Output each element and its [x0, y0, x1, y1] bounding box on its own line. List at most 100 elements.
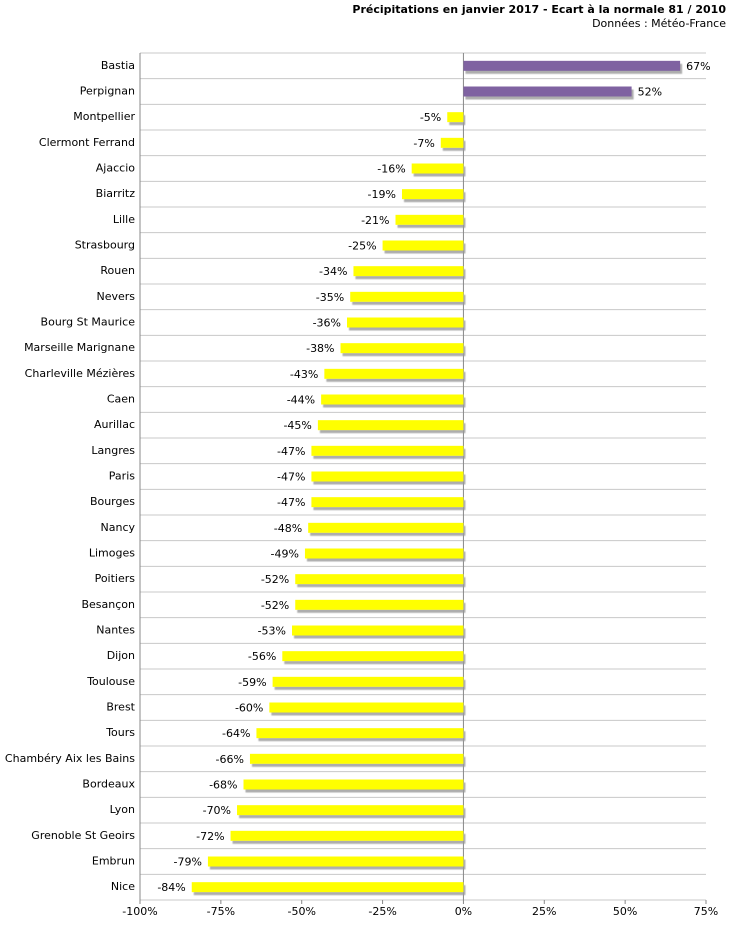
- value-label: -47%: [277, 471, 305, 484]
- bar: [295, 599, 464, 610]
- value-label: -19%: [368, 188, 396, 201]
- value-label: -60%: [235, 702, 263, 715]
- value-label: -72%: [196, 830, 224, 843]
- x-tick-label: -50%: [288, 905, 316, 918]
- bar: [191, 882, 464, 893]
- bar: [230, 830, 464, 841]
- bar: [346, 317, 464, 328]
- value-label: -84%: [157, 881, 185, 894]
- value-label: -35%: [316, 291, 344, 304]
- bar: [395, 214, 464, 225]
- category-label: Lille: [113, 213, 135, 226]
- bar: [269, 702, 464, 713]
- category-label: Caen: [107, 393, 135, 406]
- bar: [249, 753, 464, 764]
- value-label: -48%: [274, 522, 302, 535]
- value-label: -59%: [238, 676, 266, 689]
- value-label: -64%: [222, 727, 250, 740]
- value-label: -25%: [348, 240, 376, 253]
- category-label: Dijon: [107, 649, 135, 662]
- bar: [463, 86, 632, 97]
- bar: [382, 240, 464, 251]
- bar: [304, 548, 464, 559]
- category-label: Limoges: [89, 547, 135, 560]
- value-label: 52%: [638, 86, 662, 99]
- category-label: Toulouse: [86, 675, 135, 688]
- x-tick-label: -25%: [368, 905, 396, 918]
- category-label: Tours: [105, 726, 135, 739]
- x-tick-label: -75%: [207, 905, 235, 918]
- value-label: -79%: [173, 856, 201, 869]
- bar: [411, 163, 464, 174]
- chart-subtitle: Données : Météo-France: [592, 17, 726, 30]
- bar: [401, 189, 464, 200]
- bar: [317, 420, 464, 431]
- value-label: -43%: [290, 368, 318, 381]
- category-label: Paris: [109, 470, 135, 483]
- value-label: -36%: [313, 317, 341, 330]
- category-label: Langres: [91, 444, 135, 457]
- bar: [207, 856, 464, 867]
- category-label: Aurillac: [94, 418, 135, 431]
- value-label: -7%: [413, 137, 434, 150]
- bar: [243, 779, 464, 790]
- category-label: Grenoble St Geoirs: [31, 829, 135, 842]
- bar: [282, 651, 464, 662]
- value-label: -5%: [420, 111, 441, 124]
- category-label: Nice: [111, 880, 135, 893]
- bar: [256, 728, 464, 739]
- category-label: Charleville Mézières: [25, 367, 136, 380]
- category-label: Bourges: [90, 495, 135, 508]
- x-tick-label: 50%: [613, 905, 637, 918]
- category-label: Biarritz: [96, 187, 136, 200]
- value-label: -52%: [261, 599, 289, 612]
- value-label: -70%: [203, 804, 231, 817]
- x-tick-label: 25%: [532, 905, 556, 918]
- category-label: Lyon: [110, 803, 135, 816]
- category-label: Besançon: [81, 598, 135, 611]
- category-label: Bourg St Maurice: [41, 316, 136, 329]
- category-label: Marseille Marignane: [24, 341, 135, 354]
- category-label: Brest: [106, 701, 135, 714]
- category-label: Montpellier: [73, 110, 135, 123]
- x-tick-label: 75%: [694, 905, 718, 918]
- value-label: -66%: [216, 753, 244, 766]
- bar: [350, 291, 464, 302]
- x-tick-label: -100%: [122, 905, 157, 918]
- bar: [311, 445, 464, 456]
- bar: [292, 625, 464, 636]
- bar: [295, 574, 464, 585]
- value-label: -49%: [271, 548, 299, 561]
- value-label: 67%: [686, 60, 710, 73]
- bar: [324, 368, 464, 379]
- category-label: Clermont Ferrand: [39, 136, 135, 149]
- bar: [321, 394, 464, 405]
- bar: [440, 137, 464, 148]
- category-label: Strasbourg: [75, 239, 135, 252]
- value-label: -53%: [258, 625, 286, 638]
- value-label: -16%: [377, 163, 405, 176]
- category-label: Embrun: [92, 855, 135, 868]
- value-label: -56%: [248, 650, 276, 663]
- bar: [272, 676, 464, 687]
- category-label: Bastia: [101, 59, 135, 72]
- value-label: -52%: [261, 573, 289, 586]
- value-label: -47%: [277, 496, 305, 509]
- category-label: Bordeaux: [82, 778, 135, 791]
- bar: [447, 112, 464, 123]
- value-label: -34%: [319, 265, 347, 278]
- bar: [308, 522, 464, 533]
- category-label: Perpignan: [80, 85, 135, 98]
- value-label: -68%: [209, 779, 237, 792]
- category-label: Poitiers: [95, 572, 136, 585]
- category-label: Ajaccio: [96, 162, 135, 175]
- value-label: -44%: [287, 394, 315, 407]
- value-label: -45%: [283, 419, 311, 432]
- bar: [311, 497, 464, 508]
- chart-title: Précipitations en janvier 2017 - Ecart à…: [352, 3, 726, 16]
- bar: [237, 805, 464, 816]
- bar: [311, 471, 464, 482]
- x-tick-label: 0%: [455, 905, 472, 918]
- category-label: Chambéry Aix les Bains: [5, 752, 135, 765]
